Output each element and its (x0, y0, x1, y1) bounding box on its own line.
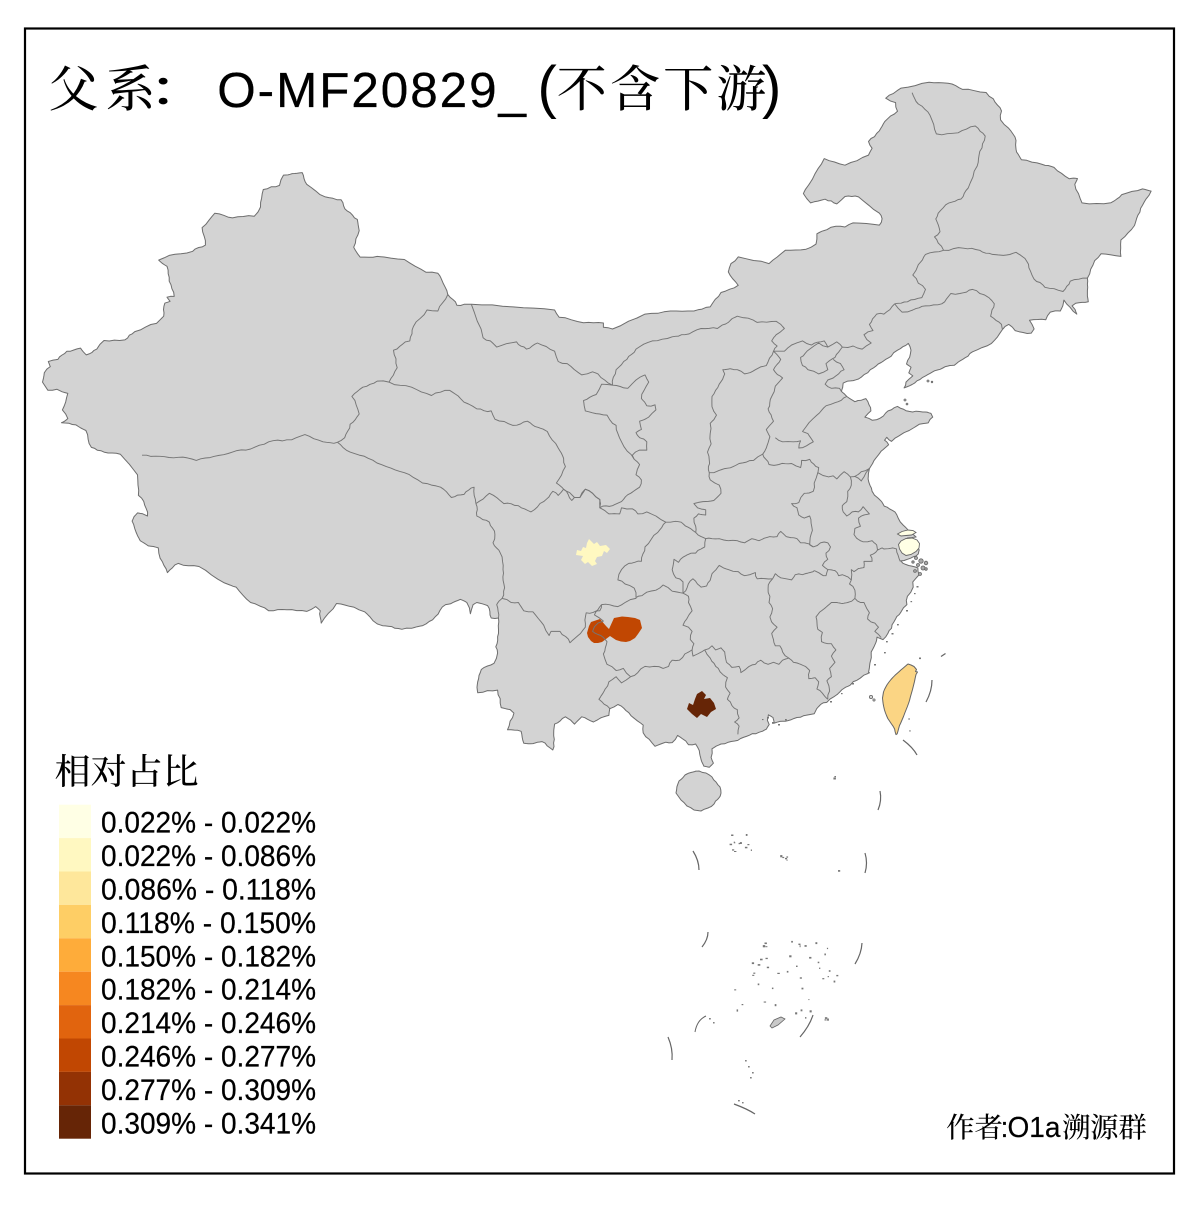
svg-text:0.182% - 0.214%: 0.182% - 0.214% (101, 974, 316, 1007)
svg-text:): ) (762, 55, 781, 120)
svg-text:O-MF20829_: O-MF20829_ (217, 63, 527, 118)
svg-text:O1a: O1a (1008, 1112, 1061, 1144)
svg-text:0.086% - 0.118%: 0.086% - 0.118% (101, 874, 316, 907)
svg-text:(: ( (538, 55, 557, 120)
svg-text:0.022% - 0.086%: 0.022% - 0.086% (101, 840, 316, 873)
svg-text:0.309% - 0.341%: 0.309% - 0.341% (101, 1107, 316, 1140)
svg-text:0.150% - 0.182%: 0.150% - 0.182% (101, 940, 316, 973)
svg-text:0.246% - 0.277%: 0.246% - 0.277% (101, 1041, 316, 1074)
svg-text:0.214% - 0.246%: 0.214% - 0.246% (101, 1007, 316, 1040)
svg-text:0.118% - 0.150%: 0.118% - 0.150% (101, 907, 316, 940)
svg-text:0.022% - 0.022%: 0.022% - 0.022% (101, 807, 316, 840)
svg-text::: : (1001, 1112, 1009, 1144)
svg-text:0.277% - 0.309%: 0.277% - 0.309% (101, 1074, 316, 1107)
